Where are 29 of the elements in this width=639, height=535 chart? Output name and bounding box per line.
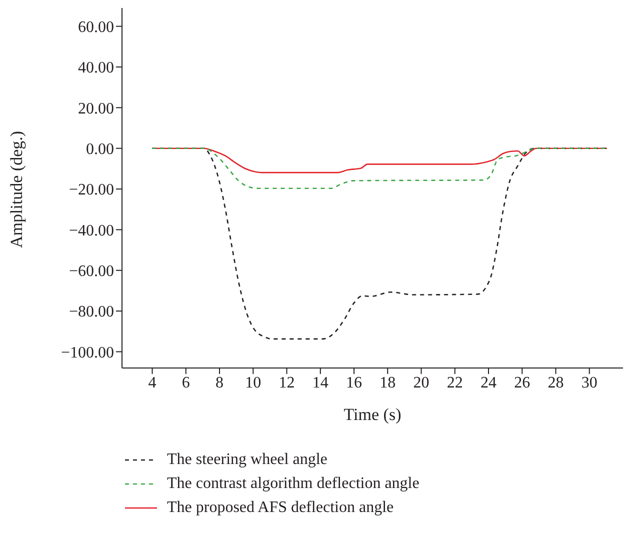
- x-tick-label: 14: [312, 374, 328, 392]
- y-tick-label: −80.00: [68, 304, 114, 321]
- x-tick-label: 8: [216, 374, 224, 392]
- x-tick-label: 22: [446, 374, 463, 392]
- legend-label: The contrast algorithm deflection angle: [167, 475, 420, 493]
- y-tick-label: 60.00: [78, 18, 114, 36]
- y-tick-label: −40.00: [68, 222, 114, 240]
- x-tick-label: 30: [581, 374, 598, 392]
- x-tick-label: 20: [413, 374, 430, 392]
- x-axis-title: Time (s): [344, 405, 402, 424]
- y-tick-label: −100.00: [60, 344, 114, 362]
- y-axis-title: Amplitude (deg.): [7, 130, 26, 248]
- x-tick-label: 16: [346, 374, 362, 392]
- y-tick-label: 20.00: [78, 100, 114, 118]
- x-tick-label: 12: [278, 374, 295, 392]
- x-tick-label: 26: [514, 374, 530, 392]
- x-tick-label: 10: [245, 374, 262, 392]
- x-tick-label: 4: [148, 374, 156, 392]
- x-tick-label: 6: [182, 374, 190, 392]
- y-tick-label: 0.00: [86, 141, 114, 158]
- x-tick-label: 18: [380, 374, 396, 392]
- y-tick-label: −20.00: [68, 182, 114, 199]
- legend-label: The steering wheel angle: [167, 451, 328, 469]
- line-series: [152, 148, 608, 190]
- x-tick-label: 24: [480, 374, 497, 392]
- x-tick-label: 28: [548, 374, 564, 392]
- y-tick-label: −60.00: [68, 263, 114, 280]
- y-tick-label: 40.00: [78, 60, 114, 77]
- legend-label: The proposed AFS deflection angle: [167, 499, 394, 517]
